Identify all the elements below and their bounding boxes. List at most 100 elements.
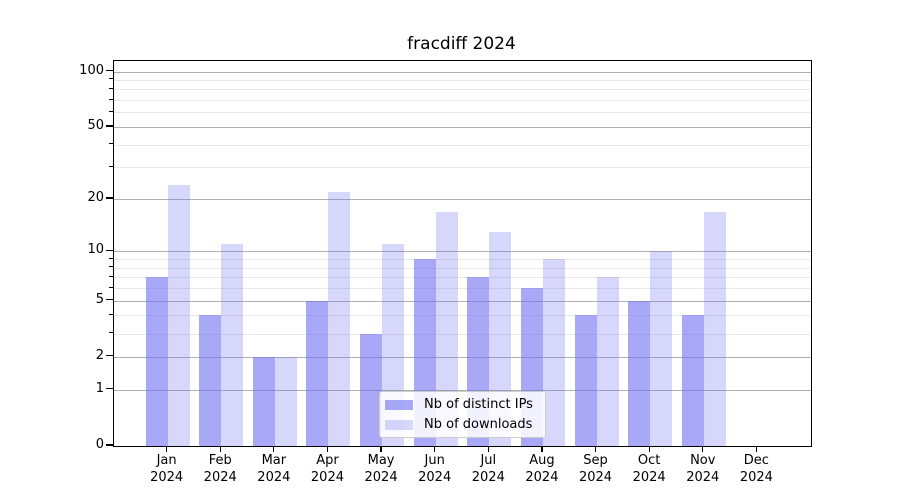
bar-nov-2024-downloads <box>703 211 726 446</box>
x-tick-year: 2024 <box>203 469 237 485</box>
x-tick-label: Aug 2024 <box>507 453 577 486</box>
gridline-major <box>114 356 811 358</box>
bar-apr-2024-downloads <box>328 191 351 446</box>
gridline-major <box>114 389 811 391</box>
x-tick <box>380 446 382 452</box>
y-minor-tick <box>109 165 113 167</box>
x-tick-label: Oct 2024 <box>614 453 684 486</box>
y-tick-label: 10 <box>87 242 104 258</box>
y-tick <box>106 197 113 199</box>
gridline-minor <box>114 100 811 102</box>
y-minor-tick <box>109 143 113 145</box>
gridline-major <box>114 71 811 73</box>
bar-jan-2024-ips <box>145 277 168 446</box>
legend-swatch-icon <box>385 419 413 430</box>
x-tick-year: 2024 <box>686 469 720 485</box>
y-minor-tick <box>109 98 113 100</box>
y-tick-label: 50 <box>87 117 104 133</box>
bar-jan-2024-downloads <box>167 184 190 446</box>
y-minor-tick <box>109 87 113 89</box>
bar-sep-2024-ips <box>574 315 597 446</box>
x-tick-month: Sep <box>583 453 608 468</box>
x-tick-year: 2024 <box>471 469 505 485</box>
y-tick-label: 2 <box>95 347 104 363</box>
y-tick-label: 5 <box>95 291 104 307</box>
bar-aug-2024-downloads <box>542 259 565 446</box>
x-tick <box>166 446 168 452</box>
x-tick <box>648 446 650 452</box>
x-tick <box>541 446 543 452</box>
bar-nov-2024-ips <box>681 315 704 446</box>
chart-title: fracdiff 2024 <box>407 34 516 54</box>
x-tick-month: Nov <box>690 453 716 468</box>
gridline-major <box>114 198 811 200</box>
bar-mar-2024-ips <box>252 356 275 446</box>
x-tick-year: 2024 <box>364 469 398 485</box>
y-tick <box>106 249 113 251</box>
x-tick-year: 2024 <box>257 469 291 485</box>
gridline-minor <box>114 79 811 81</box>
x-tick-month: Mar <box>261 453 287 468</box>
gridline-major <box>114 300 811 302</box>
x-tick-month: Aug <box>529 453 555 468</box>
x-tick <box>594 446 597 452</box>
y-tick <box>106 388 113 390</box>
gridline-minor <box>114 333 811 335</box>
x-tick-year: 2024 <box>739 469 773 485</box>
plot-area <box>113 60 812 447</box>
bar-oct-2024-ips <box>628 300 651 446</box>
x-tick-month: Oct <box>637 453 661 468</box>
x-tick-month: Dec <box>743 453 769 468</box>
bar-oct-2024-downloads <box>650 251 673 446</box>
y-minor-tick <box>109 110 113 112</box>
gridline-minor <box>114 89 811 91</box>
x-tick-month: Feb <box>208 453 232 468</box>
x-tick-month: Apr <box>316 453 339 468</box>
x-tick-label: Jun 2024 <box>400 453 470 486</box>
x-tick-month: Jan <box>156 453 177 468</box>
gridline-minor <box>114 112 811 114</box>
legend-label: Nb of distinct IPs <box>424 397 533 412</box>
bar-feb-2024-downloads <box>221 244 244 446</box>
y-tick <box>106 125 113 127</box>
x-tick-year: 2024 <box>632 469 666 485</box>
x-tick <box>326 446 329 452</box>
x-tick-label: Apr 2024 <box>292 453 362 486</box>
legend: Nb of distinct IPs Nb of downloads <box>379 391 546 438</box>
y-tick-label: 100 <box>79 62 104 78</box>
x-tick-label: Jan 2024 <box>132 453 202 486</box>
y-minor-tick <box>109 313 113 315</box>
x-tick-year: 2024 <box>578 469 613 485</box>
gridline-minor <box>114 259 811 261</box>
y-minor-tick <box>109 266 113 268</box>
y-minor-tick <box>109 275 113 277</box>
x-tick-year: 2024 <box>150 469 184 485</box>
legend-label: Nb of downloads <box>424 417 533 432</box>
x-tick-label: Feb 2024 <box>185 453 255 486</box>
bar-jun-2024-downloads <box>435 211 458 446</box>
x-tick-label: Mar 2024 <box>239 453 309 486</box>
x-tick-label: Jul 2024 <box>453 453 523 486</box>
y-minor-tick <box>109 332 113 333</box>
gridline-minor <box>114 144 811 146</box>
y-tick-label: 20 <box>87 189 104 205</box>
x-tick-year: 2024 <box>525 469 559 485</box>
bar-feb-2024-ips <box>199 315 222 446</box>
y-tick-label: 1 <box>95 380 104 396</box>
x-tick <box>273 446 275 452</box>
gridline-minor <box>114 277 811 279</box>
y-tick <box>106 299 113 301</box>
legend-swatch-icon <box>385 399 413 410</box>
y-tick <box>106 69 113 72</box>
x-tick <box>434 446 436 452</box>
y-tick <box>106 355 113 357</box>
x-tick-year: 2024 <box>310 469 344 485</box>
x-tick <box>755 446 757 452</box>
bar-mar-2024-downloads <box>274 356 297 446</box>
x-tick <box>219 446 221 452</box>
gridline-minor <box>114 288 811 290</box>
gridline-major <box>114 126 811 128</box>
bar-sep-2024-downloads <box>596 277 619 446</box>
legend-entry: Nb of downloads <box>385 417 539 432</box>
